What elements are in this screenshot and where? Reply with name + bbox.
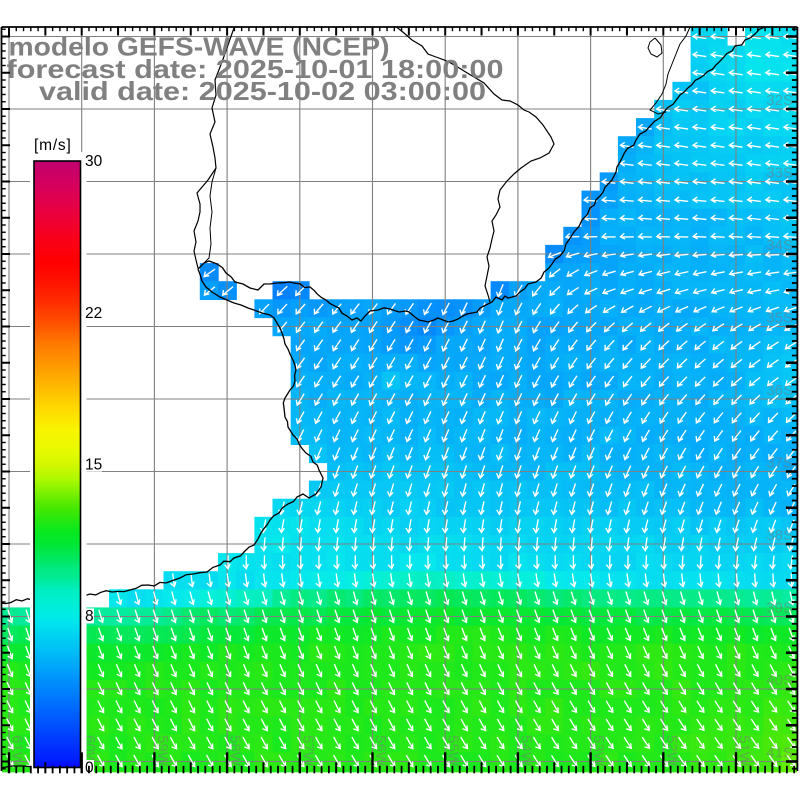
svg-text:54W: 54W: [517, 735, 534, 767]
svg-text:35S: 35S: [766, 310, 793, 327]
svg-text:34S: 34S: [766, 237, 793, 254]
svg-text:52W: 52W: [663, 735, 680, 767]
svg-text:57W: 57W: [299, 735, 316, 767]
svg-text:36S: 36S: [766, 382, 793, 399]
svg-text:41S: 41S: [766, 745, 793, 762]
svg-text:32S: 32S: [766, 92, 793, 109]
svg-text:37S: 37S: [766, 455, 793, 472]
svg-text:15: 15: [85, 456, 102, 473]
svg-text:valid date: 2025-10-02 03:00:0: valid date: 2025-10-02 03:00:00: [39, 76, 486, 106]
svg-text:33S: 33S: [766, 165, 793, 182]
svg-text:30: 30: [85, 153, 103, 170]
svg-text:modelo GEFS-WAVE (NCEP): modelo GEFS-WAVE (NCEP): [9, 32, 390, 62]
svg-text:forecast date: 2025-10-01 18:0: forecast date: 2025-10-01 18:00:00: [7, 54, 504, 84]
svg-text:[m/s]: [m/s]: [34, 137, 72, 154]
svg-text:40S: 40S: [766, 672, 793, 689]
svg-text:53W: 53W: [590, 735, 607, 767]
svg-text:59W: 59W: [154, 735, 171, 767]
svg-text:55W: 55W: [445, 735, 462, 767]
svg-text:56W: 56W: [372, 735, 389, 767]
svg-text:58W: 58W: [227, 735, 244, 767]
svg-text:61W: 61W: [9, 735, 26, 767]
svg-text:22: 22: [85, 305, 102, 322]
svg-text:8: 8: [85, 608, 94, 625]
